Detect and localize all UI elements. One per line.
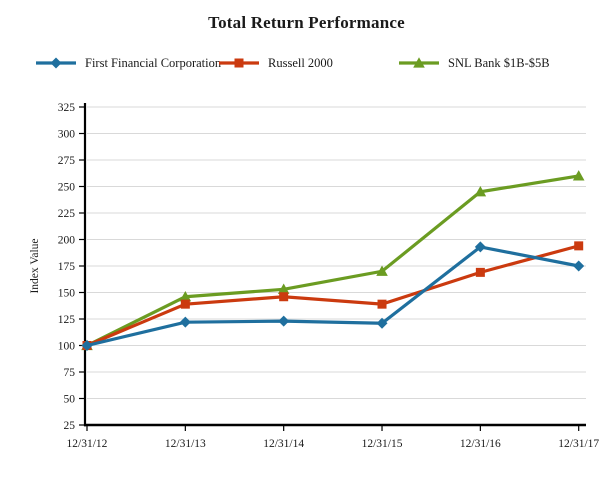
- x-tick-label: 12/31/12: [67, 438, 108, 450]
- series-marker-0: [573, 260, 585, 272]
- y-tick-label: 275: [58, 155, 76, 167]
- chart-title: Total Return Performance: [208, 13, 405, 32]
- series-marker-2: [277, 283, 290, 294]
- y-tick-label: 125: [58, 314, 76, 326]
- y-tick-label: 225: [58, 208, 76, 220]
- series-line-1: [86, 244, 580, 347]
- series-marker-0: [81, 340, 93, 351]
- x-tick-label: 12/31/15: [362, 438, 403, 450]
- series-marker-0: [179, 316, 191, 328]
- legend-marker-square-icon: [219, 58, 259, 68]
- series-line-2: [86, 174, 579, 347]
- y-tick-label: 175: [58, 261, 76, 273]
- x-tick-label: 12/31/17: [558, 438, 599, 450]
- series-marker-1: [279, 292, 289, 302]
- legend-label: SNL Bank $1B-$5B: [448, 55, 550, 70]
- y-tick-label: 150: [58, 287, 76, 299]
- legend-marker-diamond-icon: [36, 57, 76, 69]
- y-tick-label: 25: [64, 420, 76, 432]
- legend-item-russell-2000: Russell 2000: [218, 55, 333, 71]
- y-axis-title: Index Value: [29, 238, 41, 293]
- x-tick-label: 12/31/13: [165, 438, 206, 450]
- series-marker-2: [376, 265, 388, 276]
- legend-marker: [50, 57, 62, 69]
- series-line-0: [86, 245, 580, 348]
- series-marker-2: [474, 186, 487, 197]
- y-tick-label: 200: [58, 234, 76, 246]
- series-marker-1: [475, 267, 485, 277]
- series-marker-1: [180, 299, 190, 309]
- legend-item-snl-bank: SNL Bank $1B-$5B: [398, 55, 550, 71]
- legend-item-first-financial: First Financial Corporation: [35, 55, 221, 71]
- series-marker-0: [376, 317, 388, 329]
- series-marker-1: [574, 241, 584, 251]
- x-tick-label: 12/31/16: [460, 438, 501, 450]
- series-marker-2: [572, 170, 585, 181]
- y-tick-label: 100: [58, 340, 76, 352]
- series-marker-1: [377, 299, 387, 309]
- series-marker-0: [278, 315, 290, 327]
- y-tick-label: 325: [58, 102, 76, 114]
- legend-marker: [234, 58, 244, 68]
- legend-marker: [413, 57, 425, 68]
- x-tick-label: 12/31/14: [263, 438, 304, 450]
- series-marker-0: [474, 241, 486, 253]
- legend-marker-triangle-icon: [399, 57, 439, 68]
- y-tick-label: 250: [58, 181, 76, 193]
- y-tick-label: 50: [64, 393, 76, 405]
- y-tick-label: 75: [64, 367, 76, 379]
- series-marker-2: [179, 290, 192, 302]
- y-tick-label: 300: [58, 128, 76, 140]
- legend-label: First Financial Corporation: [85, 55, 222, 70]
- legend-label: Russell 2000: [268, 55, 333, 70]
